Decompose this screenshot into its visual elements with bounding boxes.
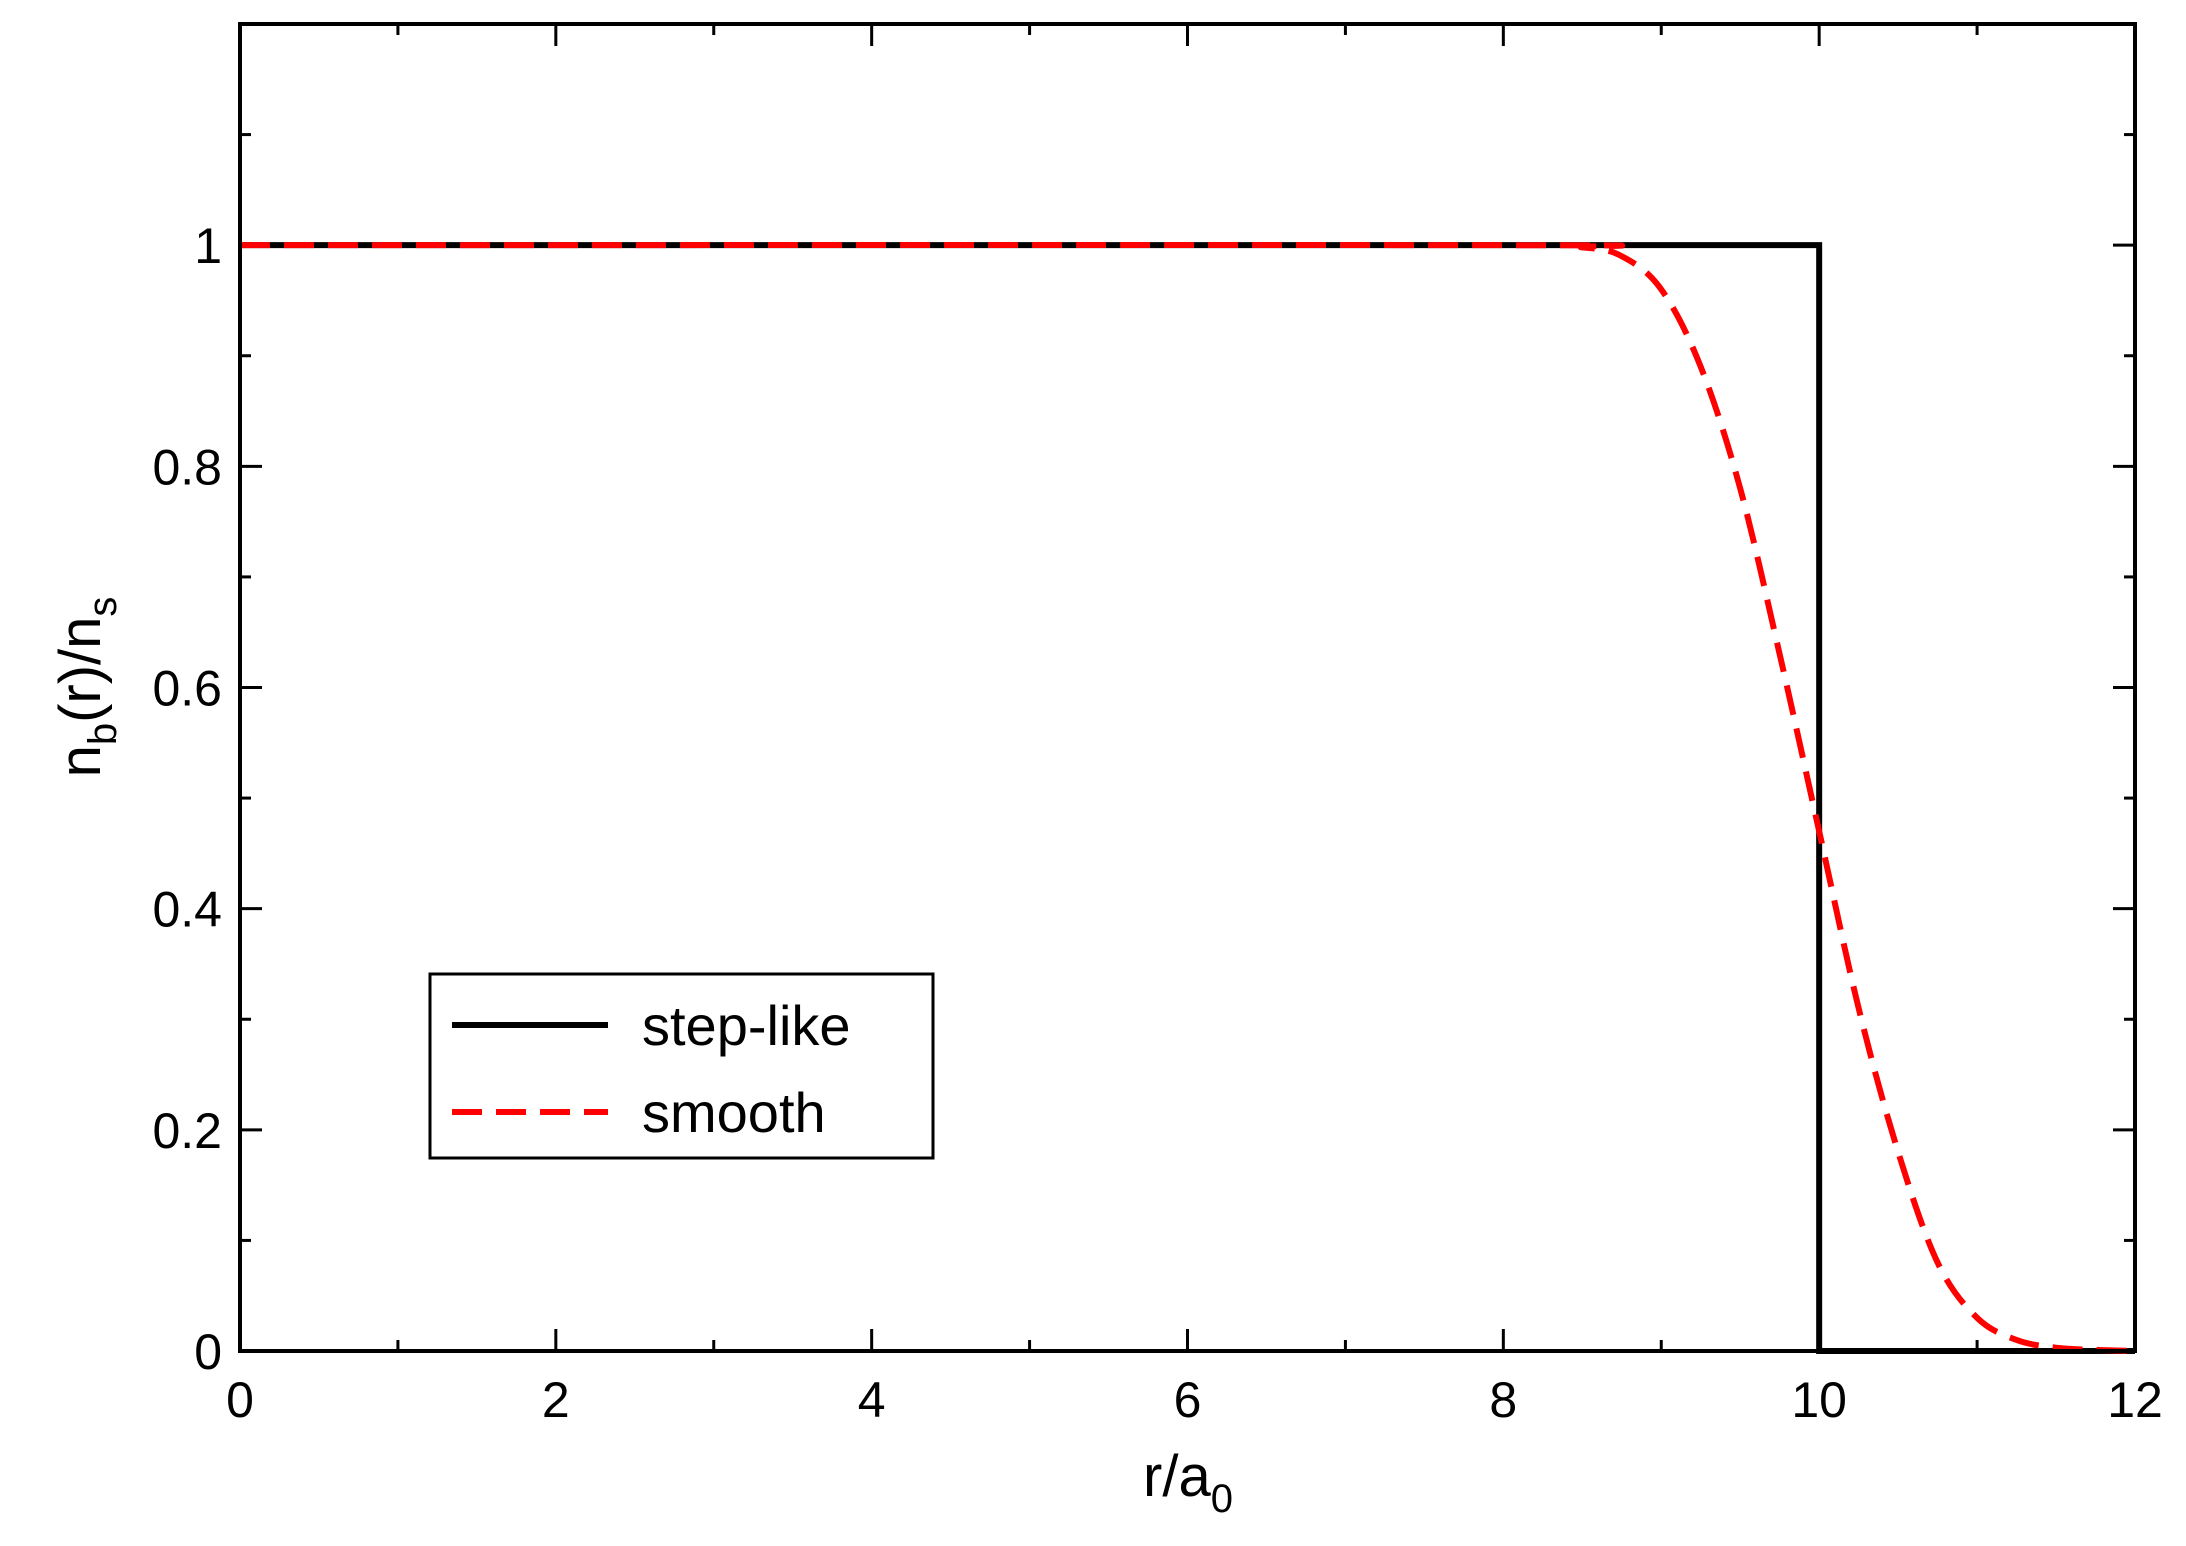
legend-box: [428, 972, 935, 1160]
y-tick-label: 1: [194, 218, 222, 274]
y-tick-label: 0.8: [152, 439, 222, 495]
x-axis-label: r/a0: [1143, 1444, 1233, 1521]
x-tick-label: 4: [858, 1372, 886, 1428]
y-axis-label-sub1: b: [81, 723, 125, 745]
x-axis-label-sub: 0: [1211, 1477, 1233, 1521]
x-tick-label: 0: [226, 1372, 254, 1428]
series-line-smooth: [239, 242, 2136, 1354]
x-tick-label: 8: [1489, 1372, 1517, 1428]
legend: step-like smooth: [428, 972, 935, 1160]
x-tick-label: 12: [2107, 1372, 2163, 1428]
legend-label-smooth: smooth: [642, 1081, 826, 1144]
y-axis-label: nb(r)/ns: [48, 597, 125, 778]
x-axis-label-main: r/a: [1143, 1444, 1211, 1509]
y-tick-label: 0.2: [152, 1103, 222, 1159]
tick-labels: 0 2 4 6 8 10 12 0 0.2 0.4 0.6 0.8 1: [152, 218, 2162, 1428]
legend-label-step-like: step-like: [642, 994, 851, 1057]
y-tick-label: 0: [194, 1324, 222, 1380]
x-tick-label: 2: [542, 1372, 570, 1428]
y-tick-label: 0.4: [152, 882, 222, 938]
plot-frame: [238, 22, 2137, 1353]
x-tick-label: 10: [1791, 1372, 1847, 1428]
y-axis-label-sub2: s: [81, 597, 125, 617]
y-axis-label-pre: n: [48, 745, 113, 777]
y-tick-label: 0.6: [152, 661, 222, 717]
y-axis-label-mid: (r)/n: [48, 617, 113, 723]
x-tick-label: 6: [1174, 1372, 1202, 1428]
